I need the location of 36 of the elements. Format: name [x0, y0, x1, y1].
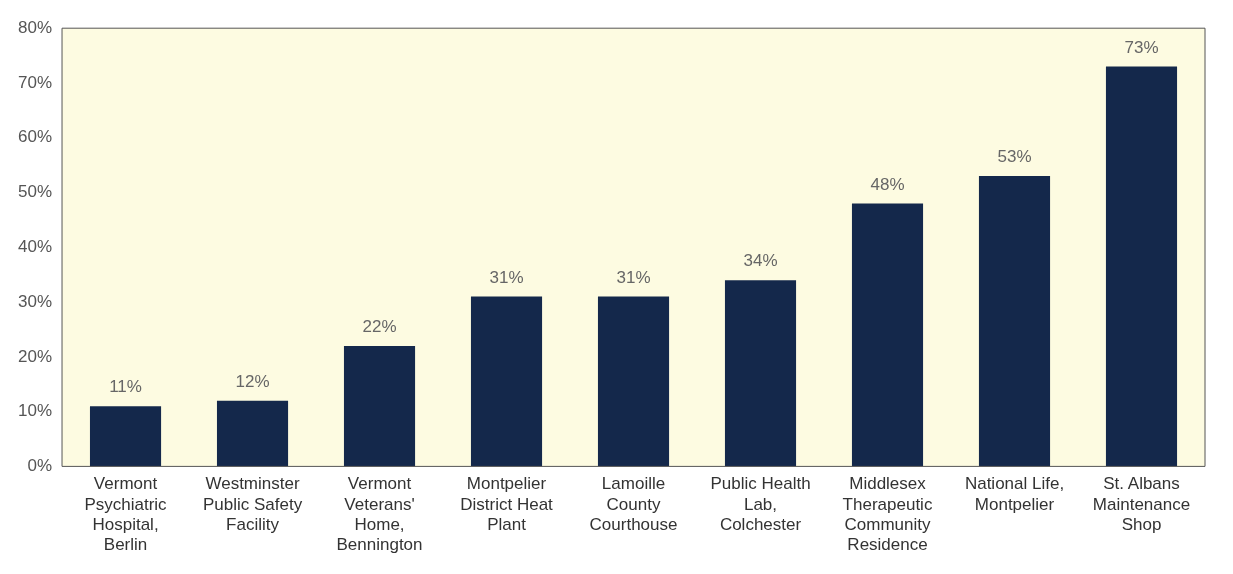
bar	[1105, 66, 1178, 467]
bar	[597, 296, 670, 467]
data-label: 73%	[1124, 37, 1159, 57]
y-tick-label: 30%	[17, 291, 53, 311]
bar	[470, 296, 543, 467]
y-tick-label: 70%	[17, 72, 53, 92]
x-tick-label: Vermont Psychiatric Hospital, Berlin	[84, 474, 168, 555]
y-tick-label: 60%	[17, 127, 53, 147]
x-tick-label: Middlesex Therapeutic Community Residence	[842, 474, 933, 555]
y-tick-label: 0%	[27, 456, 53, 476]
x-tick-label: St. Albans Maintenance Shop	[1092, 474, 1191, 535]
bar	[89, 406, 162, 467]
bar	[978, 176, 1051, 467]
x-tick-label: Public Health Lab, Colchester	[710, 474, 811, 535]
data-label: 12%	[235, 371, 270, 391]
x-tick-label: National Life, Montpelier	[964, 474, 1065, 514]
y-tick-label: 80%	[17, 17, 53, 37]
y-tick-label: 40%	[17, 236, 53, 256]
data-label: 22%	[362, 317, 397, 337]
data-label: 31%	[489, 267, 524, 287]
y-tick-label: 20%	[17, 346, 53, 366]
bar	[343, 345, 416, 467]
data-label: 11%	[109, 377, 142, 397]
x-tick-label: Montpelier District Heat Plant	[460, 474, 554, 535]
y-tick-label: 10%	[17, 401, 53, 421]
data-label: 34%	[743, 251, 778, 271]
bar	[216, 400, 289, 467]
data-label: 53%	[997, 147, 1032, 167]
x-tick-label: Westminster Public Safety Facility	[202, 474, 303, 535]
bar	[851, 203, 924, 467]
x-tick-label: Lamoille County Courthouse	[589, 474, 678, 535]
data-label: 31%	[616, 267, 651, 287]
x-tick-label: Vermont Veterans' Home, Bennington	[336, 474, 423, 555]
bar	[724, 280, 797, 467]
data-label: 48%	[870, 174, 905, 194]
y-tick-label: 50%	[17, 182, 53, 202]
